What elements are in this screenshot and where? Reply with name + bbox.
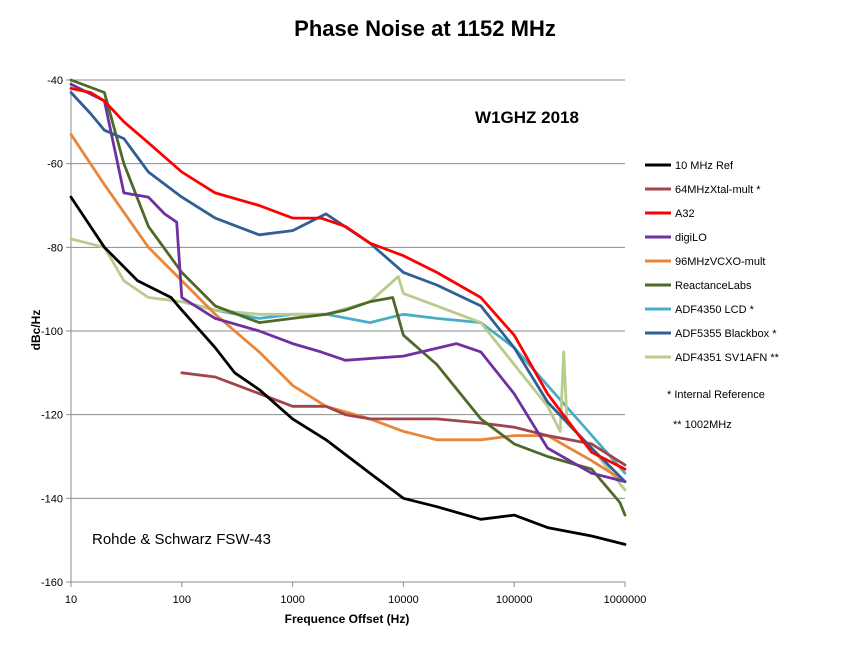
series-line-0 <box>69 195 627 546</box>
y-tick-label: -100 <box>41 326 63 338</box>
y-axis-label: dBc/Hz <box>29 310 43 351</box>
legend-label-6: ADF4350 LCD * <box>675 304 755 316</box>
y-tick-label: -140 <box>41 493 63 505</box>
x-tick-label: 100 <box>173 594 191 606</box>
x-tick-label: 10000 <box>388 594 419 606</box>
series-line-8 <box>69 237 627 492</box>
y-tick-label: -80 <box>47 242 63 254</box>
y-tick-label: -40 <box>47 75 63 87</box>
series-line-4 <box>69 132 627 484</box>
y-tick-labels: -40 -60 -80 -100 -120 -140 -160 <box>41 75 63 589</box>
y-tick-label: -160 <box>41 577 63 589</box>
y-tick-label: -60 <box>47 159 63 171</box>
x-tick-label: 1000 <box>280 594 304 606</box>
legend-label-0: 10 MHz Ref <box>675 160 734 172</box>
x-axis-label: Frequence Offset (Hz) <box>285 612 410 626</box>
series-line-2 <box>69 87 627 471</box>
y-tick-label: -120 <box>41 410 63 422</box>
x-tick-label: 1000000 <box>604 594 647 606</box>
annotation-instrument: Rohde & Schwarz FSW-43 <box>92 531 271 548</box>
legend-label-7: ADF5355 Blackbox * <box>675 328 777 340</box>
annotation-w1ghz: W1GHZ 2018 <box>475 108 579 127</box>
series-line-3 <box>69 82 627 484</box>
x-tick-label: 10 <box>65 594 77 606</box>
series-line-7 <box>69 91 627 484</box>
legend-label-8: ADF4351 SV1AFN ** <box>675 352 780 364</box>
note-internal-reference: * Internal Reference <box>667 389 765 401</box>
legend-label-5: ReactanceLabs <box>675 280 752 292</box>
note-1002mhz: ** 1002MHz <box>673 419 732 431</box>
legend-label-4: 96MHzVCXO-mult <box>675 256 765 268</box>
series-lines <box>69 78 627 546</box>
series-line-6 <box>180 300 627 475</box>
legend-label-1: 64MHzXtal-mult * <box>675 184 761 196</box>
x-tick-label: 100000 <box>496 594 533 606</box>
axes <box>66 79 626 587</box>
x-tick-labels: 10 100 1000 10000 100000 1000000 <box>65 594 647 606</box>
series-line-5 <box>69 78 627 517</box>
series-line-1 <box>180 371 627 467</box>
legend: 10 MHz Ref 64MHzXtal-mult * A32 digiLO 96MHz… <box>645 160 780 364</box>
chart-title: Phase Noise at 1152 MHz <box>294 16 556 41</box>
legend-label-3: digiLO <box>675 232 707 244</box>
legend-label-2: A32 <box>675 208 695 220</box>
